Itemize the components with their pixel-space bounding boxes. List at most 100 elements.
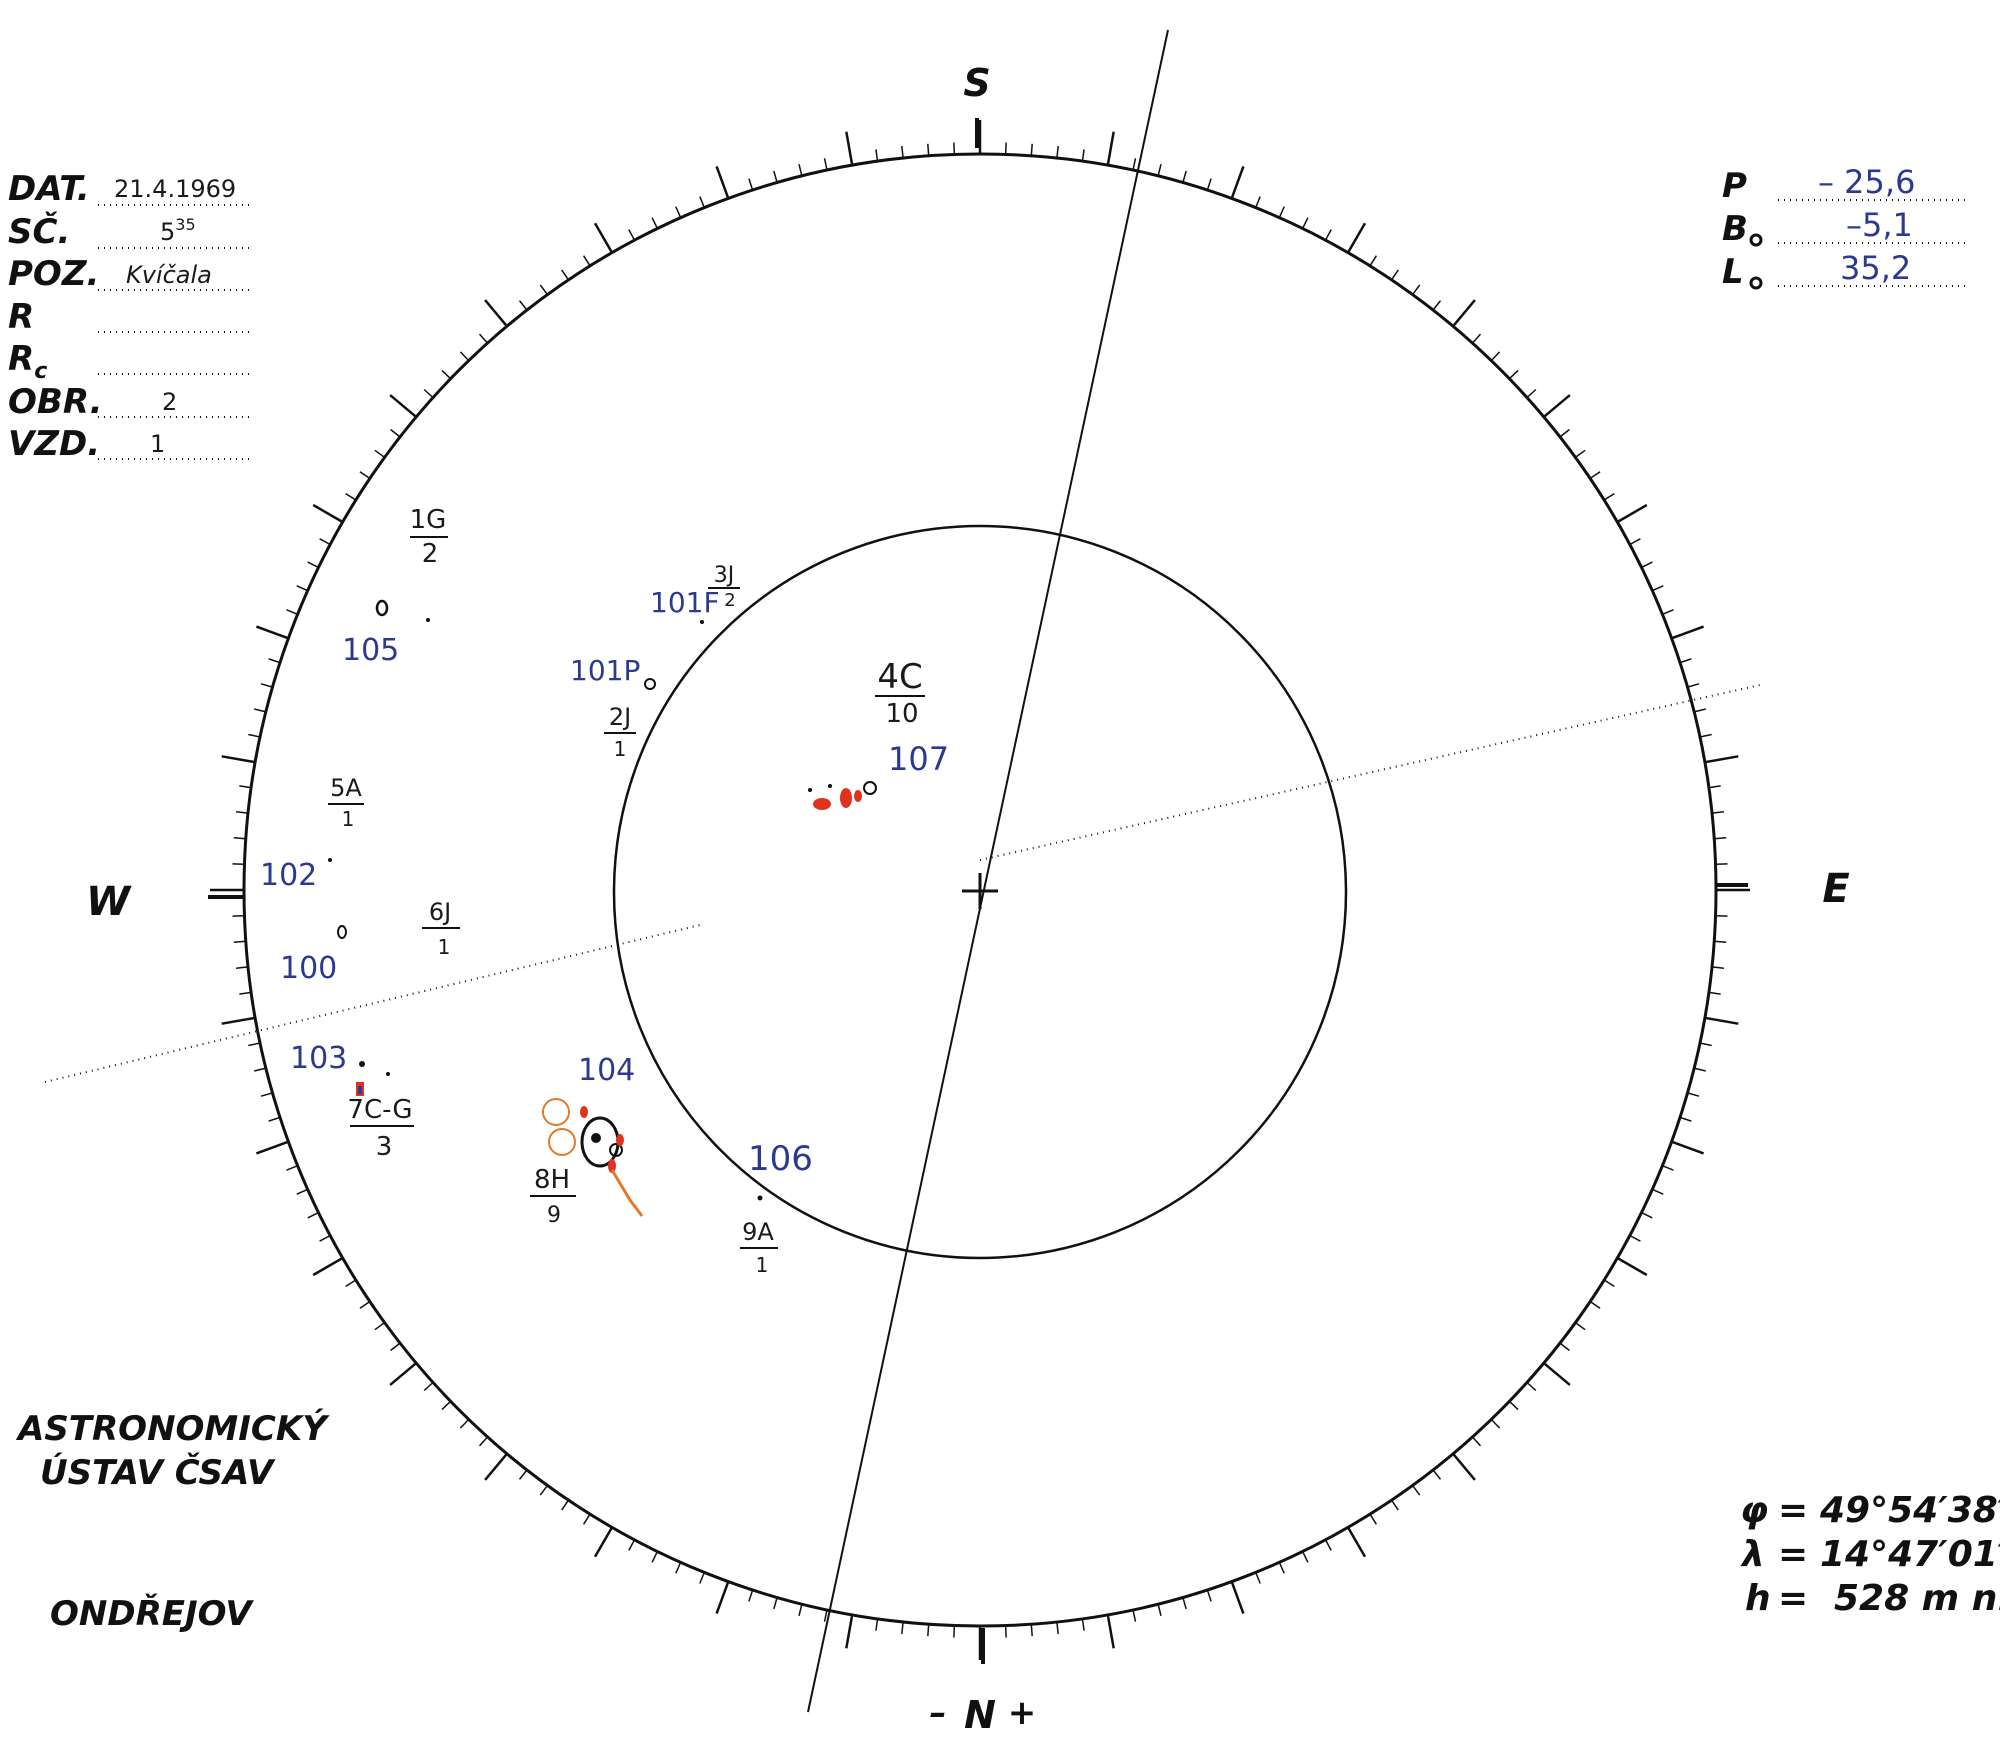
class-4c-count: 10 bbox=[885, 699, 918, 729]
limb-tick-minor bbox=[233, 837, 246, 840]
limb-tick-minor bbox=[823, 1609, 828, 1622]
institution-line1: ASTRONOMICKÝ bbox=[15, 1408, 330, 1449]
class-9a-type: 9A bbox=[742, 1218, 774, 1246]
limb-tick-minor bbox=[1081, 1618, 1085, 1631]
class-7cg-type: 7C-G bbox=[347, 1095, 412, 1125]
sunspot-106 bbox=[757, 1195, 763, 1201]
limb-tick-minor bbox=[390, 428, 401, 438]
value-sc: 535 bbox=[160, 215, 196, 246]
limb-tick-minor bbox=[1081, 149, 1085, 162]
direction-north-minus: – bbox=[930, 1693, 947, 1733]
limb-tick-minor bbox=[798, 1603, 803, 1616]
limb-tick-major bbox=[1230, 1581, 1245, 1615]
class-2j-count: 1 bbox=[614, 737, 627, 761]
limb-tick-minor bbox=[233, 940, 246, 943]
limb-tick-major bbox=[1106, 131, 1115, 166]
limb-tick-minor bbox=[1711, 811, 1724, 814]
limb-tick-minor bbox=[236, 966, 249, 969]
limb-tick-minor bbox=[441, 369, 452, 380]
limb-tick-minor bbox=[459, 351, 470, 362]
group-classifications: 1G 2 3J 2 4C 10 2J 1 5A 1 6J 1 bbox=[328, 505, 925, 1277]
limb-tick-minor bbox=[675, 206, 682, 218]
limb-tick-minor bbox=[345, 1279, 357, 1288]
limb-tick-minor bbox=[1471, 1436, 1482, 1447]
limb-tick-minor bbox=[539, 1484, 549, 1496]
label-vzd: VZD. bbox=[8, 424, 100, 464]
limb-tick-minor bbox=[823, 158, 828, 171]
limb-tick-minor bbox=[651, 217, 659, 229]
limb-tick-minor bbox=[1411, 1484, 1421, 1496]
equator-dotted-line-west bbox=[44, 924, 701, 1083]
limb-tick-minor bbox=[1559, 428, 1570, 438]
limb-tick-minor bbox=[582, 255, 591, 267]
limb-tick-minor bbox=[1652, 1188, 1664, 1195]
institution-place: ONDŘEJOV bbox=[50, 1593, 254, 1634]
header-right: P B L – 25,6 –5,1 35,2 bbox=[1722, 163, 1965, 292]
class-1g-count: 2 bbox=[422, 539, 439, 569]
limb-tick-minor bbox=[699, 196, 705, 208]
limb-tick-minor bbox=[875, 1618, 879, 1631]
limb-tick-minor bbox=[675, 1562, 682, 1574]
limb-tick-minor bbox=[254, 1067, 267, 1072]
limb-tick-minor bbox=[1662, 609, 1674, 615]
label-rc: Rc bbox=[8, 339, 47, 384]
limb-tick-minor bbox=[1574, 449, 1586, 459]
limb-ticks bbox=[210, 120, 1750, 1660]
limb-tick-minor bbox=[1641, 1211, 1653, 1219]
class-5a-type: 5A bbox=[330, 774, 362, 802]
observatory-coordinates: φ = 49°54′38″ λ = 14°47′01″ h = 528 m n.… bbox=[1740, 1490, 2000, 1619]
limb-tick-minor bbox=[1301, 1551, 1309, 1563]
limb-tick-minor bbox=[1526, 1381, 1537, 1392]
limb-tick-major bbox=[845, 131, 854, 166]
limb-tick-minor bbox=[296, 1188, 308, 1195]
limb-tick-minor bbox=[1030, 1624, 1033, 1637]
limb-tick-major bbox=[1452, 299, 1476, 328]
limb-tick-minor bbox=[423, 1381, 434, 1392]
limb-tick-major bbox=[1671, 625, 1705, 640]
value-vzd: 1 bbox=[150, 430, 165, 458]
rotation-axis-line bbox=[807, 29, 1169, 1713]
flare-104-red-c bbox=[616, 1134, 624, 1146]
flare-104-orange-streak bbox=[610, 1169, 644, 1217]
limb-tick-minor bbox=[260, 683, 273, 688]
class-3j: 3J 2 bbox=[708, 563, 740, 611]
limb-tick-minor bbox=[1679, 1116, 1692, 1122]
coord-h-value: 528 m n.m. bbox=[1834, 1578, 2000, 1619]
region-103: 103 bbox=[290, 1041, 347, 1076]
inner-latitude-circle bbox=[612, 524, 1348, 1260]
region-106: 106 bbox=[748, 1139, 813, 1179]
sunspot-104-umbra bbox=[580, 1116, 620, 1168]
limb-tick-minor bbox=[773, 1597, 778, 1610]
limb-tick-minor bbox=[1629, 1234, 1641, 1242]
region-102: 102 bbox=[260, 858, 317, 893]
limb-tick-minor bbox=[1390, 1499, 1399, 1511]
limb-tick-major bbox=[1230, 165, 1245, 199]
limb-tick-minor bbox=[1301, 217, 1309, 229]
limb-tick-minor bbox=[1693, 708, 1706, 713]
limb-tick-major bbox=[255, 625, 289, 640]
coord-phi-symbol: φ bbox=[1740, 1490, 1768, 1531]
limb-tick-minor bbox=[239, 991, 252, 995]
region-100: 100 bbox=[280, 951, 337, 986]
limb-tick-minor bbox=[1679, 658, 1692, 664]
limb-tick-minor bbox=[1056, 1621, 1059, 1634]
flare-107-a bbox=[813, 798, 831, 810]
limb-tick-minor bbox=[319, 538, 331, 546]
region-101f: 101F bbox=[650, 586, 720, 619]
limb-tick-minor bbox=[1278, 1562, 1285, 1574]
l0-subscript-dot bbox=[1749, 276, 1763, 290]
limb-tick-minor bbox=[1255, 1572, 1261, 1584]
limb-tick-major bbox=[1542, 394, 1571, 418]
limb-tick-minor bbox=[441, 1400, 452, 1411]
class-8h-type: 8H bbox=[534, 1165, 570, 1195]
limb-tick-minor bbox=[561, 269, 570, 281]
sunspot-103-blue bbox=[358, 1086, 362, 1094]
class-7cg-count: 3 bbox=[376, 1132, 393, 1162]
value-l0: 35,2 bbox=[1840, 249, 1911, 287]
institution-block: ASTRONOMICKÝ ÚSTAV ČSAV ONDŘEJOV bbox=[15, 1408, 330, 1634]
limb-tick-minor bbox=[1559, 1342, 1570, 1352]
flare-104-red-a bbox=[580, 1106, 588, 1118]
limb-tick-minor bbox=[374, 449, 386, 459]
coord-h-symbol: h bbox=[1745, 1578, 1771, 1619]
class-6j-count: 1 bbox=[438, 935, 451, 959]
